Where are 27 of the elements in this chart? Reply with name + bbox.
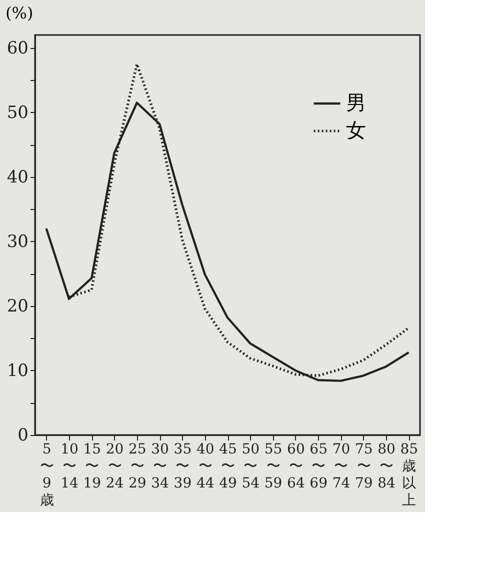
x-tick-label: 25〜29 bbox=[128, 442, 146, 492]
legend-label: 男 bbox=[346, 90, 366, 114]
x-tick-label: 20〜24 bbox=[106, 442, 124, 492]
x-tick-label: 60〜64 bbox=[287, 442, 305, 492]
y-tick-label: 0 bbox=[18, 426, 28, 446]
x-tick-label: 10〜14 bbox=[60, 442, 78, 492]
x-tick-label: 15〜19 bbox=[83, 442, 102, 492]
x-tick-label: 75〜79 bbox=[354, 442, 373, 492]
y-axis-title: (%) bbox=[6, 4, 34, 22]
x-tick-label: 40〜44 bbox=[196, 442, 214, 492]
x-tick-label: 45〜49 bbox=[219, 442, 237, 492]
x-tick-label: 70〜74 bbox=[332, 442, 350, 492]
x-tick-label: 55〜59 bbox=[264, 442, 282, 492]
x-tick-label: 5〜9歳 bbox=[40, 442, 54, 508]
x-tick-label: 35〜39 bbox=[174, 442, 192, 492]
y-tick-label: 30 bbox=[6, 232, 28, 252]
x-tick-label: 80〜84 bbox=[378, 442, 396, 492]
x-tick-label: 65〜69 bbox=[310, 442, 328, 492]
y-tick-label: 60 bbox=[6, 38, 28, 58]
y-tick-label: 50 bbox=[6, 102, 28, 123]
x-tick-label: 50〜54 bbox=[242, 442, 260, 492]
legend-label: 女 bbox=[346, 118, 366, 142]
y-tick-label: 10 bbox=[6, 360, 28, 381]
y-tick-label: 40 bbox=[6, 167, 28, 188]
x-tick-label: 85歳以上 bbox=[400, 442, 418, 508]
y-tick-label: 20 bbox=[6, 296, 28, 316]
x-tick-label: 30〜34 bbox=[151, 442, 170, 492]
